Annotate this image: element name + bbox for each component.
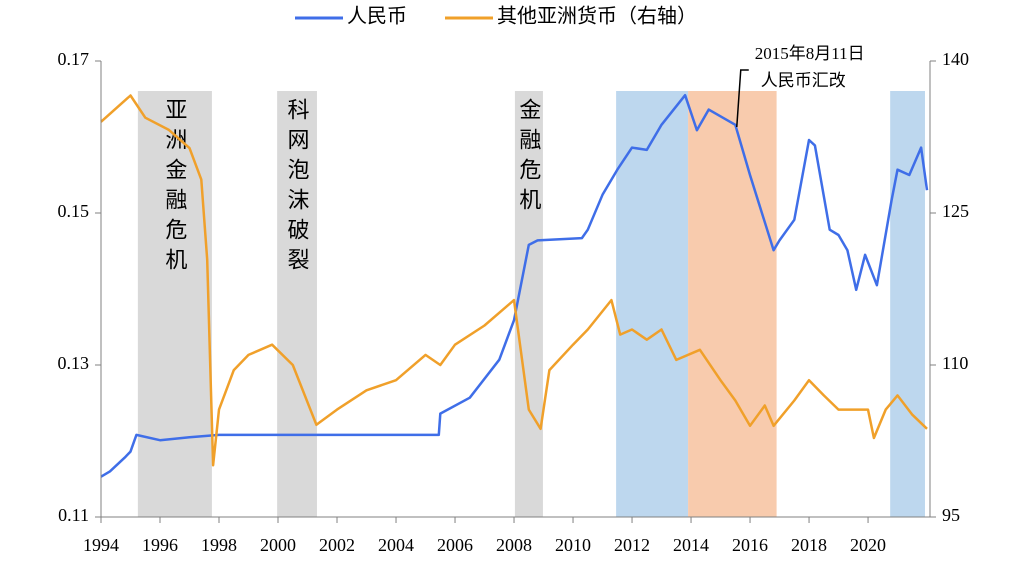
series-line	[100, 94, 928, 467]
shaded-period	[277, 91, 317, 517]
x-tick-label: 2000	[260, 535, 296, 555]
y2-tick-label: 125	[942, 201, 969, 221]
period-label: 科网泡沫破裂	[285, 98, 310, 278]
annotation-text: 2015年8月11日	[755, 44, 865, 63]
y-tick-label: 0.15	[58, 201, 90, 221]
period-label: 金融危机	[516, 98, 541, 218]
y2-tick-label: 140	[942, 49, 969, 69]
x-tick-label: 2016	[732, 535, 768, 555]
x-tick-label: 1996	[142, 535, 178, 555]
period-label: 亚洲金融危机	[162, 98, 187, 278]
series-line	[100, 93, 929, 478]
x-tick-label: 2020	[850, 535, 886, 555]
annotation-line	[736, 69, 749, 128]
x-tick-label: 2014	[673, 535, 709, 555]
y-tick-label: 0.17	[58, 49, 90, 69]
x-tick-label: 2002	[319, 535, 355, 555]
legend-label: 其他亚洲货币（右轴）	[497, 5, 697, 28]
y2-tick-label: 110	[942, 353, 968, 373]
x-tick-label: 1998	[201, 535, 237, 555]
x-tick-label: 2012	[614, 535, 650, 555]
shaded-period	[890, 91, 925, 517]
y-tick-label: 0.11	[58, 505, 89, 525]
x-tick-label: 2006	[437, 535, 473, 555]
x-tick-label: 2010	[555, 535, 591, 555]
shaded-period	[616, 91, 689, 517]
x-tick-label: 2018	[791, 535, 827, 555]
shaded-period	[137, 91, 212, 517]
shaded-period	[688, 91, 777, 517]
y2-tick-label: 95	[942, 505, 960, 525]
x-tick-label: 1994	[83, 535, 119, 555]
shaded-period	[514, 91, 543, 517]
legend-label: 人民币	[347, 5, 407, 28]
x-tick-label: 2004	[378, 535, 414, 555]
y-tick-label: 0.13	[58, 353, 90, 373]
legend: 人民币 其他亚洲货币（右轴）	[295, 5, 697, 28]
x-tick-label: 2008	[496, 535, 532, 555]
annotation-text: 人民币汇改	[761, 71, 846, 90]
